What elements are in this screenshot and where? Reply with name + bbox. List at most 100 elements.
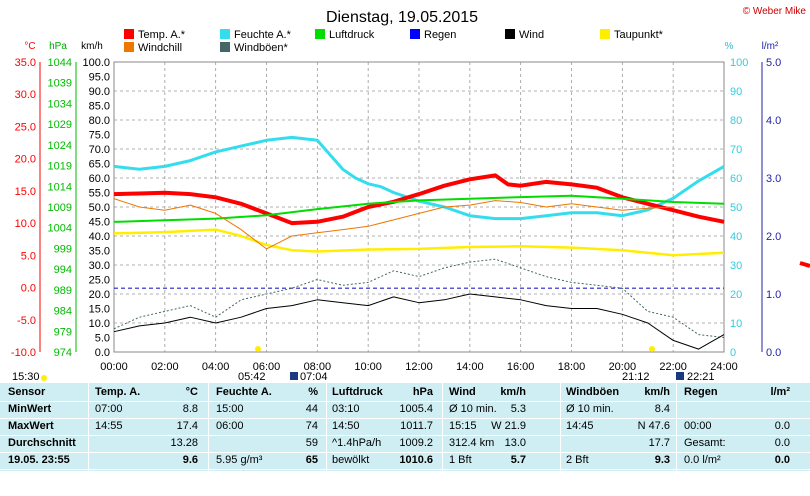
press-tick-label: 1029: [48, 119, 72, 131]
table-cell: Ø 10 min.: [566, 403, 614, 415]
table-cell: 44: [305, 403, 318, 415]
table-cell: 2 Bft: [566, 454, 589, 466]
temp-tick-label: 20.0: [15, 154, 36, 166]
series-group: [113, 135, 810, 350]
legend-swatch: [124, 29, 134, 39]
sunset-label: 21:12: [622, 371, 650, 383]
table-header: l/m²: [770, 386, 790, 398]
table-cell: 15:15: [449, 420, 477, 432]
wind-tick-label: 10.0: [89, 318, 110, 330]
table-row-divider: [0, 469, 810, 470]
table-cell: 0.0: [774, 454, 790, 466]
table-header: °C: [185, 386, 198, 398]
press-tick-label: 1014: [48, 181, 72, 193]
legend-label: Taupunkt*: [614, 29, 664, 41]
table-cell: 74: [305, 420, 318, 432]
x-tick-label: 06:00: [253, 361, 281, 373]
legend-swatch: [124, 42, 134, 52]
wind-tick-label: 80.0: [89, 115, 110, 127]
hum-tick-label: 40: [730, 231, 742, 243]
axis-unit-rain: l/m²: [762, 41, 779, 52]
table-header: Sensor: [8, 386, 46, 398]
table-cell: 19.05. 23:55: [8, 454, 70, 466]
legend-label: Windböen*: [234, 42, 289, 54]
rain-tick-label: 4.0: [766, 115, 781, 127]
temp-tick-label: 10.0: [15, 218, 36, 230]
table-cell: 0.0: [774, 420, 790, 432]
hum-tick-label: 80: [730, 115, 742, 127]
x-tick-label: 08:00: [304, 361, 332, 373]
table-row-divider: [0, 435, 810, 436]
legend-swatch: [505, 29, 515, 39]
moonset-label: 22:21: [687, 371, 715, 383]
legend-label: Regen: [424, 29, 456, 41]
wind-tick-label: 50.0: [89, 202, 110, 214]
table-cell: 13.0: [504, 437, 526, 449]
table-row-divider: [0, 452, 810, 453]
table-separator: [442, 383, 443, 496]
table-header: km/h: [500, 386, 526, 398]
table-separator: [676, 383, 677, 496]
table-cell: 65: [305, 454, 318, 466]
temp-tick-label: -5.0: [17, 315, 36, 327]
table-separator: [208, 383, 209, 496]
temp-tick-label: 30.0: [15, 89, 36, 101]
rain-tick-label: 2.0: [766, 231, 781, 243]
grid: [113, 61, 725, 353]
wind-tick-label: 0.0: [95, 347, 110, 359]
weather-chart: Dienstag, 19.05.2015 © Weber Mike Temp. …: [11, 6, 810, 383]
legend-swatch: [220, 42, 230, 52]
series-line-windchill: [113, 198, 674, 250]
table-header: Wind: [449, 386, 476, 398]
table-cell: 1011.7: [400, 420, 433, 432]
table-cell: 9.6: [182, 454, 198, 466]
table-cell: 9.3: [654, 454, 670, 466]
table-cell: 1009.2: [399, 437, 433, 449]
wind-tick-label: 75.0: [89, 130, 110, 142]
x-tick-label: 18:00: [558, 361, 586, 373]
x-tick-label: 12:00: [405, 361, 433, 373]
temp-tick-label: 35.0: [15, 57, 36, 69]
press-tick-label: 979: [54, 326, 72, 338]
table-cell: 17.7: [648, 437, 670, 449]
table-header: %: [308, 386, 318, 398]
press-tick-label: 989: [54, 285, 72, 297]
x-tick-label: 14:00: [456, 361, 484, 373]
table-header: Regen: [684, 386, 718, 398]
series-line-feuchte-a: [113, 135, 725, 221]
table-cell: 8.4: [654, 403, 670, 415]
wind-tick-label: 20.0: [89, 289, 110, 301]
wind-tick-label: 30.0: [89, 260, 110, 272]
table-cell: 00:00: [684, 420, 712, 432]
rain-tick-label: 0.0: [766, 347, 781, 359]
axes: 35.0 30.0 25.0 20.0 15.0 10.0 5.0 0.0 -5.0 -10.0 1…: [11, 57, 781, 373]
temp-tick-label: 15.0: [15, 186, 36, 198]
rain-tick-label: 1.0: [766, 289, 781, 301]
wind-tick-label: 5.0: [95, 333, 110, 345]
table-header: Windböen: [566, 386, 620, 398]
hum-tick-label: 20: [730, 289, 742, 301]
legend-swatch: [315, 29, 325, 39]
series-line-wind: [113, 293, 725, 350]
chart-title: Dienstag, 19.05.2015: [326, 9, 478, 26]
rain-tick-label: 3.0: [766, 173, 781, 185]
table-cell: MaxWert: [8, 420, 54, 432]
moonrise-label: 07:04: [300, 371, 328, 383]
x-tick-label: 02:00: [151, 361, 179, 373]
hum-tick-label: 100: [730, 57, 748, 69]
press-tick-label: 1019: [48, 161, 72, 173]
table-cell: Gesamt:: [684, 437, 726, 449]
hum-tick-label: 90: [730, 86, 742, 98]
wind-tick-label: 60.0: [89, 173, 110, 185]
table-cell: 1005.4: [399, 403, 433, 415]
axis-units: °C hPa km/h% l/m²: [24, 41, 779, 52]
press-tick-label: 994: [54, 264, 72, 276]
press-tick-label: 1044: [48, 57, 72, 69]
left-time-label: 15:30: [12, 371, 40, 383]
hum-tick-label: 50: [730, 202, 742, 214]
wind-tick-label: 65.0: [89, 159, 110, 171]
press-tick-label: 999: [54, 243, 72, 255]
legend-swatch: [410, 29, 420, 39]
table-cell: 14:55: [95, 420, 123, 432]
wind-tick-label: 15.0: [89, 304, 110, 316]
